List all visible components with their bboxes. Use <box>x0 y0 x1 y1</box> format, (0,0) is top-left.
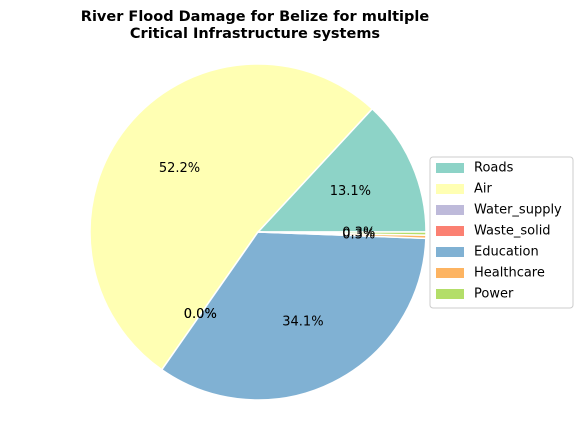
legend-label: Healthcare <box>474 266 545 281</box>
pie-slice <box>89 63 374 371</box>
slice-label: 52.2% <box>159 161 200 176</box>
legend-swatch <box>436 268 464 278</box>
legend-label: Roads <box>474 161 514 176</box>
legend-swatch <box>436 289 464 299</box>
pie-slice <box>257 231 427 236</box>
legend-label: Waste_solid <box>474 224 551 239</box>
legend-swatch <box>436 205 464 215</box>
legend-label: Power <box>474 287 514 302</box>
slice-label: 0.0% <box>184 307 217 322</box>
legend-label: Education <box>474 245 539 260</box>
chart-title: River Flood Damage for Belize for multip… <box>80 9 430 42</box>
legend-swatch <box>436 247 464 257</box>
legend-swatch <box>436 226 464 236</box>
legend-swatch <box>436 184 464 194</box>
legend-label: Water_supply <box>474 203 562 218</box>
slice-label: 0.3% <box>342 227 375 242</box>
slice-label: 13.1% <box>330 184 371 199</box>
slice-label: 0.0% <box>184 307 217 322</box>
slice-label: 0.3% <box>342 225 375 240</box>
slice-label: 34.1% <box>282 315 323 330</box>
pie-slice <box>160 231 427 401</box>
legend-label: Air <box>474 182 493 197</box>
legend-box <box>429 156 574 309</box>
legend-swatch <box>436 163 464 173</box>
pie-slice <box>256 107 427 233</box>
